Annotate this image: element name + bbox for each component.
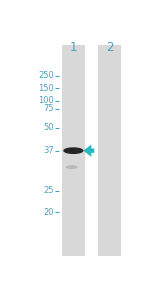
Bar [62,45,85,256]
Ellipse shape [63,147,84,154]
Text: 1: 1 [70,41,77,54]
FancyArrow shape [83,144,94,157]
Text: 2: 2 [106,41,113,54]
Bar [98,45,121,256]
Text: 250: 250 [38,71,54,80]
Ellipse shape [66,165,77,169]
Text: 75: 75 [44,104,54,113]
Text: 50: 50 [44,123,54,132]
Text: 37: 37 [44,146,54,155]
Text: 20: 20 [44,208,54,217]
Text: 25: 25 [44,186,54,195]
Text: 150: 150 [38,84,54,93]
Text: 100: 100 [38,96,54,105]
